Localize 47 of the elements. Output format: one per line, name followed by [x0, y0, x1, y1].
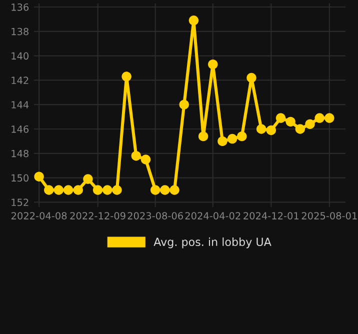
y-tick-label: 140: [12, 52, 29, 60]
point: [170, 185, 180, 195]
y-tick-label: 150: [12, 174, 29, 182]
point: [83, 174, 93, 184]
point: [208, 59, 218, 70]
legend-label: Avg. pos. in lobby UA: [154, 237, 272, 248]
y-tick-label: 144: [12, 101, 29, 108]
point: [160, 185, 170, 195]
point: [314, 113, 324, 123]
point: [131, 150, 142, 161]
y-tick-label: 148: [12, 150, 28, 158]
point: [324, 113, 334, 123]
y-tick-label: 138: [12, 28, 28, 36]
x-tick-label: 2022-04-08: [12, 212, 67, 220]
point: [63, 185, 74, 195]
point: [34, 172, 44, 182]
x-tick-label: 2022-12-09: [70, 212, 126, 220]
point: [122, 72, 132, 82]
point: [305, 119, 315, 129]
y-tick-label: 142: [12, 76, 28, 84]
point: [112, 185, 122, 195]
point: [140, 154, 151, 164]
y-tick-label: 152: [12, 198, 28, 206]
point: [286, 116, 296, 127]
x-tick-label: 2025-08-01: [302, 212, 357, 220]
point: [150, 185, 160, 195]
point: [295, 124, 306, 134]
point: [179, 100, 189, 110]
point: [54, 185, 64, 195]
point: [218, 136, 228, 146]
point: [44, 185, 54, 195]
point: [237, 131, 247, 142]
point: [246, 72, 256, 83]
point: [102, 185, 112, 195]
x-tick-label: 2023-08-06: [128, 212, 183, 220]
point: [227, 134, 238, 144]
point: [73, 185, 83, 195]
point: [256, 124, 266, 134]
point: [198, 131, 208, 142]
y-tick-label: 146: [12, 125, 29, 133]
point: [188, 16, 199, 26]
x-tick-label: 2024-04-02: [185, 212, 240, 220]
point: [276, 113, 286, 123]
y-tick-label: 136: [12, 3, 29, 11]
point: [92, 185, 103, 195]
x-tick-label: 2024-12-01: [244, 212, 298, 220]
point: [266, 125, 276, 136]
